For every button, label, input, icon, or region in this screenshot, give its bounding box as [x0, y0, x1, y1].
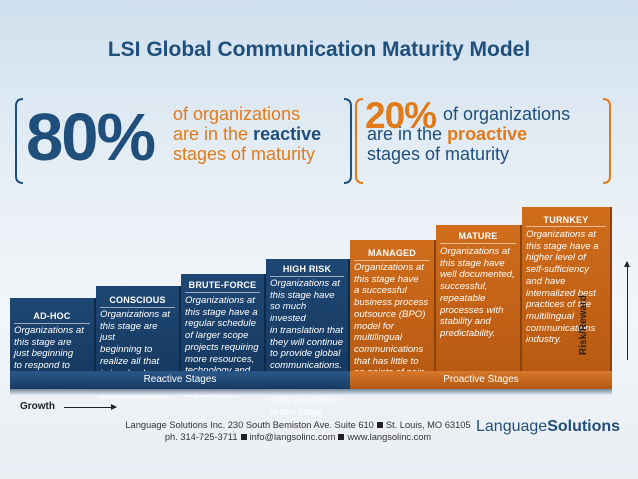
stage-label: HIGH RISK	[282, 264, 332, 274]
stage-conscious: CONSCIOUS Organizations at this stage ar…	[96, 286, 181, 402]
proactive-line2: are in the proactive	[367, 124, 570, 144]
base-shadow	[10, 389, 612, 395]
right-bracket-icon	[602, 98, 611, 184]
reactive-stages-bar: Reactive Stages	[10, 371, 350, 389]
proactive-stat-text: of organizations are in the proactive st…	[367, 104, 570, 164]
risk-axis-label: Risk/Reward	[578, 294, 589, 355]
stage-description: Organizations at this stage have well do…	[440, 246, 515, 339]
stage-description: Organizations at this stage have a succe…	[354, 262, 429, 378]
proactive-highlight: proactive	[447, 124, 528, 144]
bullet-square-icon	[338, 434, 345, 440]
stage-description: Organizations at this stage have so much…	[270, 278, 344, 418]
stage-divider	[440, 243, 516, 244]
stage-label: MATURE	[458, 231, 498, 241]
reactive-line3: stages of maturity	[173, 144, 316, 164]
footer-email[interactable]: info@langsolinc.com	[249, 432, 336, 442]
middle-left-bracket-icon	[355, 98, 364, 184]
reactive-stages-label: Reactive Stages	[143, 374, 217, 385]
brand-part2: Solutions	[547, 418, 621, 435]
stage-divider	[100, 307, 175, 308]
stage-divider	[270, 276, 344, 277]
stage-high-risk: HIGH RISK Organizations at this stage ha…	[266, 259, 350, 418]
proactive-line2-pre: are in the	[367, 124, 448, 144]
reactive-line2-pre: are in the	[173, 124, 254, 144]
footer-phone: ph. 314-725-3711	[164, 432, 238, 442]
bullet-square-icon	[376, 422, 383, 428]
stage-divider	[14, 323, 90, 324]
stage-mature: MATURE Organizations at this stage have …	[436, 225, 522, 371]
middle-right-bracket-icon	[343, 98, 352, 184]
stage-label: TURNKEY	[543, 215, 589, 225]
reactive-stat-text: of organizations are in the reactive sta…	[173, 104, 321, 164]
proactive-line1: of organizations	[443, 104, 571, 124]
growth-arrow-icon	[64, 404, 117, 410]
reactive-line2: are in the reactive	[173, 124, 321, 144]
stage-divider	[526, 226, 606, 227]
stage-ad-hoc: AD-HOC Organizations at this stage are j…	[10, 298, 96, 395]
footer-city: St. Louis, MO 63105	[385, 420, 471, 430]
stage-label: CONSCIOUS	[109, 295, 166, 305]
stage-label: AD-HOC	[33, 311, 71, 321]
reactive-highlight: reactive	[253, 124, 322, 144]
stage-description: Organizations at this stage have a highe…	[526, 229, 599, 346]
brand-logo: LanguageSolutions	[476, 418, 620, 436]
stage-label: MANAGED	[368, 248, 416, 258]
proactive-stages-label: Proactive Stages	[443, 374, 519, 385]
stage-divider	[185, 292, 260, 293]
stage-brute-force: BRUTE-FORCE Organizations at this stage …	[181, 274, 266, 400]
stage-turnkey: TURNKEY Organizations at this stage have…	[522, 207, 612, 371]
footer-address: Language Solutions Inc. 230 South Bemist…	[125, 420, 374, 430]
footer-line2: ph. 314-725-3711 info@langsolinc.com www.l…	[118, 431, 478, 443]
footer-line1: Language Solutions Inc. 230 South Bemist…	[118, 419, 478, 431]
left-bracket-icon	[15, 98, 24, 184]
stage-managed: MANAGED Organizations at this stage have…	[350, 240, 436, 378]
footer-contact: Language Solutions Inc. 230 South Bemist…	[118, 419, 478, 443]
growth-axis-label: Growth	[20, 401, 55, 412]
page-title: LSI Global Communication Maturity Model	[107, 38, 531, 61]
reactive-line1: of organizations	[173, 104, 301, 124]
stage-divider	[354, 260, 430, 261]
risk-arrow-icon	[624, 261, 630, 360]
proactive-line3: stages of maturity	[367, 144, 510, 164]
reactive-percent: 80%	[26, 100, 156, 175]
footer-website[interactable]: www.langsolinc.com	[347, 432, 432, 442]
proactive-percent: 20%	[365, 95, 437, 136]
bullet-square-icon	[240, 434, 247, 440]
proactive-stages-bar: Proactive Stages	[350, 371, 612, 389]
stage-label: BRUTE-FORCE	[188, 280, 257, 290]
brand-part1: Language	[476, 418, 548, 435]
